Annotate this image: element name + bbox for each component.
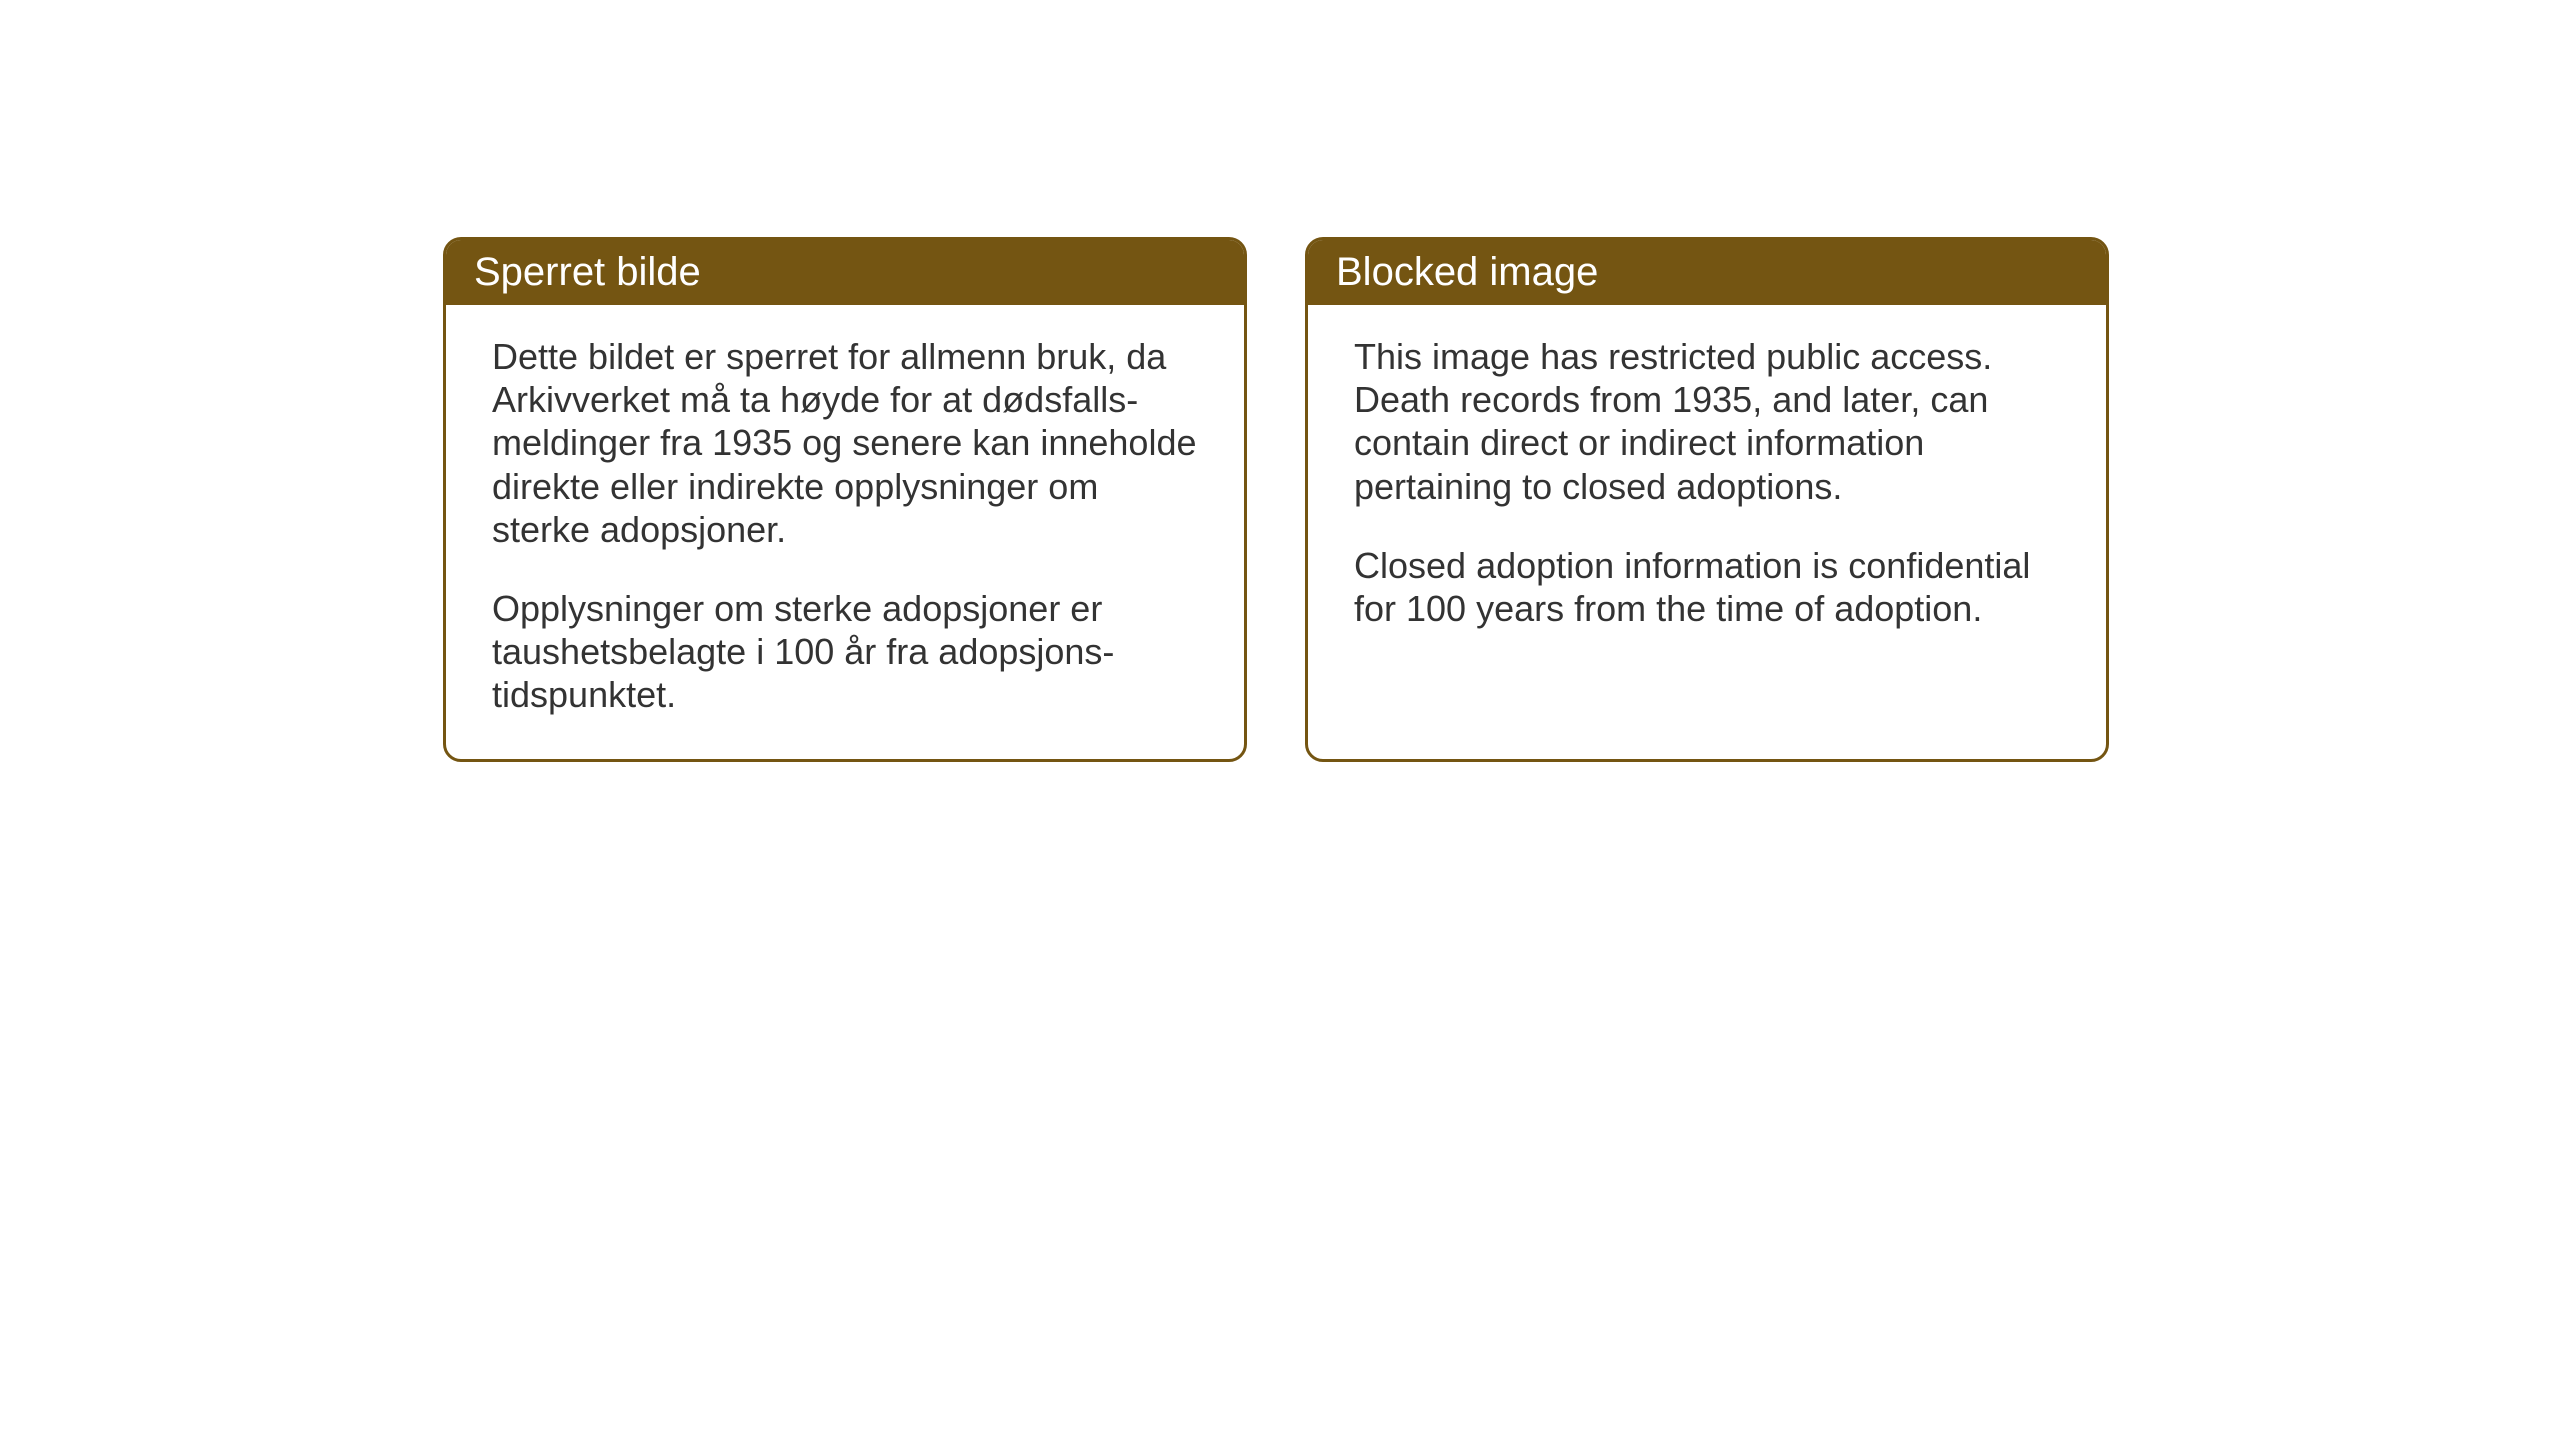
notice-card-norwegian: Sperret bilde Dette bildet er sperret fo… bbox=[443, 237, 1247, 762]
notice-body-norwegian: Dette bildet er sperret for allmenn bruk… bbox=[446, 305, 1244, 759]
notice-paragraph-1-norwegian: Dette bildet er sperret for allmenn bruk… bbox=[492, 335, 1198, 551]
notice-card-english: Blocked image This image has restricted … bbox=[1305, 237, 2109, 762]
notice-body-english: This image has restricted public access.… bbox=[1308, 305, 2106, 735]
notice-container: Sperret bilde Dette bildet er sperret fo… bbox=[443, 237, 2109, 762]
notice-title-norwegian: Sperret bilde bbox=[446, 240, 1244, 305]
notice-paragraph-2-english: Closed adoption information is confident… bbox=[1354, 544, 2060, 630]
notice-paragraph-2-norwegian: Opplysninger om sterke adopsjoner er tau… bbox=[492, 587, 1198, 717]
notice-paragraph-1-english: This image has restricted public access.… bbox=[1354, 335, 2060, 508]
notice-title-english: Blocked image bbox=[1308, 240, 2106, 305]
